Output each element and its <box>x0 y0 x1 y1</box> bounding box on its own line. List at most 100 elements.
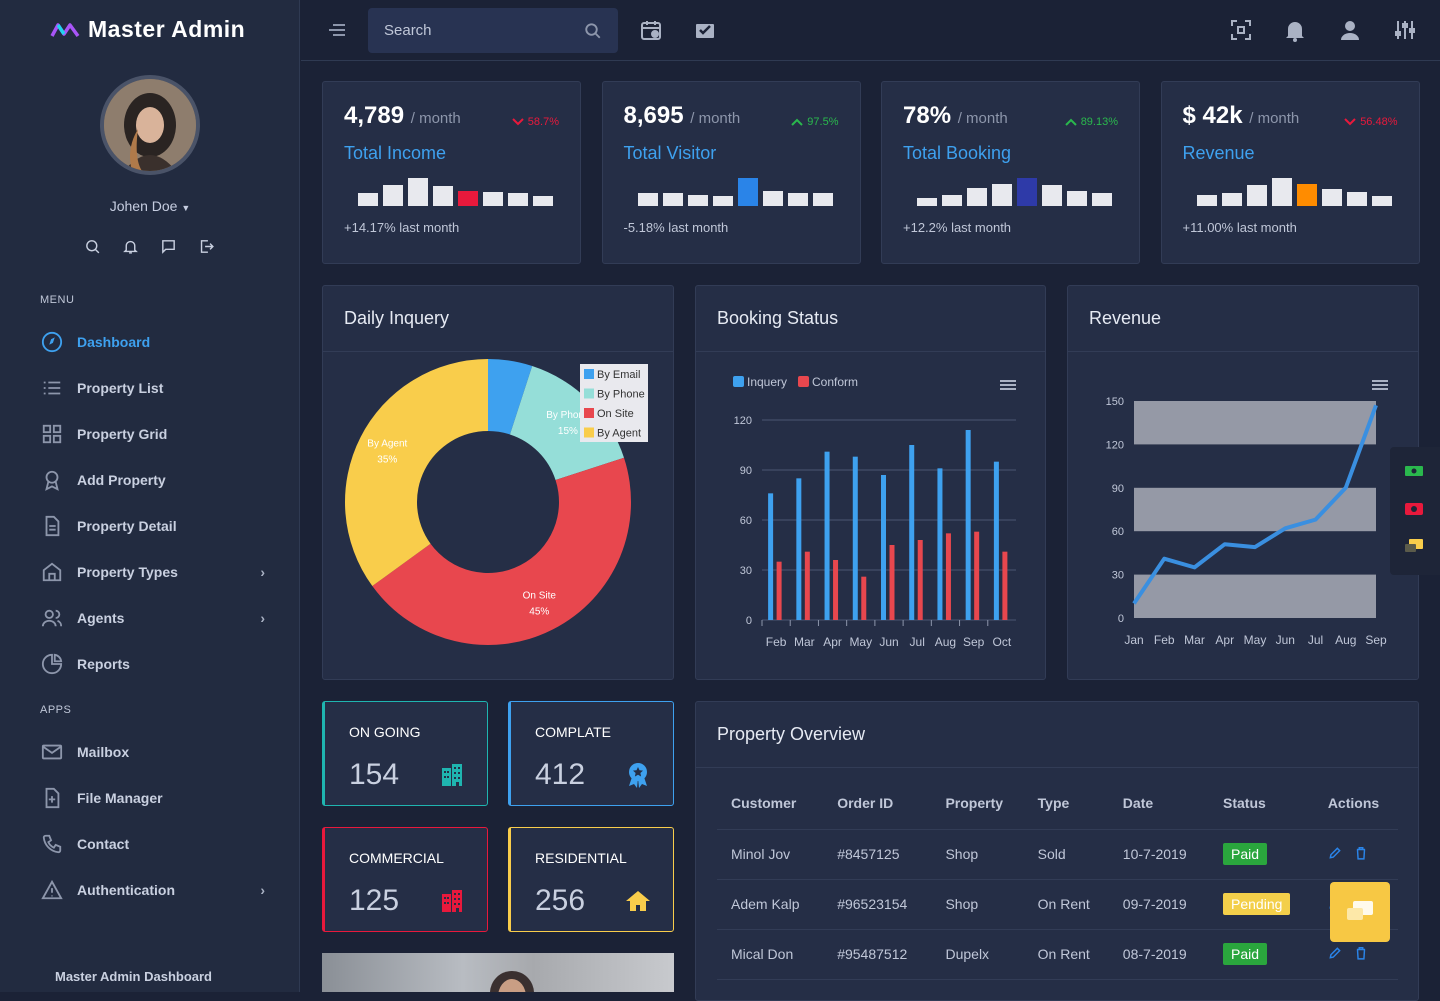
user-menu[interactable]: Johen Doe ▼ <box>0 198 300 214</box>
spark-bar <box>1271 178 1292 206</box>
mail-check-icon[interactable] <box>693 18 717 42</box>
fullscreen-icon[interactable] <box>1229 18 1253 42</box>
x-tick-label: Jun <box>879 635 898 649</box>
daily-inquery-panel: Daily Inquery By Phone 15% On Site 45% By Ag… <box>322 285 674 680</box>
column-header[interactable]: Status <box>1209 777 1314 830</box>
stat-sparkbars <box>637 178 833 206</box>
chevron-right-icon: › <box>260 882 265 898</box>
chat-icon[interactable] <box>1404 538 1424 554</box>
delete-icon[interactable] <box>1354 946 1368 960</box>
column-header[interactable]: Order ID <box>823 777 932 830</box>
calendar-icon[interactable] <box>639 18 663 42</box>
spark-bar <box>1017 178 1037 206</box>
notification-bell-icon[interactable] <box>1283 18 1307 42</box>
table-row[interactable]: Mical Don #95487512 Dupelx On Rent 08-7-2019… <box>717 929 1398 980</box>
stat-label: Total Booking <box>903 143 1012 163</box>
settings-sliders-icon[interactable] <box>1393 18 1417 42</box>
table-row[interactable]: Minol Jov #8457125 Shop Sold 10-7-2019 Paid <box>717 829 1398 880</box>
file-plus-icon <box>40 787 63 810</box>
sidebar-item-mailbox[interactable]: Mailbox <box>40 737 265 767</box>
user-icon[interactable] <box>1338 18 1362 42</box>
edit-icon[interactable] <box>1328 846 1342 860</box>
compass-icon <box>40 331 63 354</box>
column-header[interactable]: Date <box>1108 777 1210 830</box>
award-badge-icon <box>625 762 651 788</box>
sidebar-item-file-manager[interactable]: File Manager <box>40 783 265 813</box>
sidebar-item-property-detail[interactable]: Property Detail <box>40 511 265 541</box>
chevron-up-icon <box>1064 118 1077 126</box>
column-header[interactable]: Property <box>931 777 1024 830</box>
brand-name: Master Admin <box>88 16 246 42</box>
spark-bar <box>942 195 962 206</box>
chevron-down-icon <box>1344 118 1356 126</box>
column-header[interactable]: Actions <box>1313 777 1398 830</box>
sidebar-item-agents[interactable]: Agents › <box>40 603 265 633</box>
chevron-down-icon <box>512 118 524 126</box>
column-header[interactable]: Customer <box>717 777 824 830</box>
award-icon <box>40 469 63 492</box>
search-icon[interactable] <box>84 238 101 255</box>
pie-slice <box>345 359 488 587</box>
bar <box>861 576 867 620</box>
x-tick-label: Mar <box>1184 633 1205 647</box>
message-icon[interactable] <box>160 238 177 255</box>
stat-label: Revenue <box>1182 143 1255 163</box>
bar <box>852 456 858 620</box>
sidebar-item-property-types[interactable]: Property Types › <box>40 557 265 587</box>
chart-band <box>1134 401 1376 445</box>
edit-icon[interactable] <box>1328 946 1342 960</box>
legend-swatch <box>733 376 744 387</box>
logout-icon[interactable] <box>198 238 215 255</box>
x-tick-label: Aug <box>1335 633 1356 647</box>
search-input[interactable] <box>384 22 584 39</box>
user-name: Johen Doe <box>109 198 178 214</box>
bar <box>909 445 915 620</box>
delete-icon[interactable] <box>1354 846 1368 860</box>
legend-swatch <box>584 388 594 399</box>
revenue-panel: Revenue 0 30 60 90 120 150 Jan Feb Mar Apr May Jun J… <box>1067 285 1419 680</box>
mini-stat-card: RESIDENTIAL 256 <box>508 827 674 932</box>
y-tick-label: 30 <box>740 565 752 577</box>
property-table: Customer Order ID Property Type Date Status Ac… <box>717 777 1398 980</box>
image-icon[interactable] <box>1404 501 1424 517</box>
cash-icon[interactable] <box>1404 463 1424 479</box>
mini-title: COMMERCIAL <box>349 850 444 866</box>
cell-order: #8457125 <box>823 829 932 880</box>
x-tick-label: Aug <box>935 635 956 649</box>
sidebar-item-dashboard[interactable]: Dashboard <box>40 327 265 357</box>
sidebar-item-contact[interactable]: Contact <box>40 829 265 859</box>
sidebar-item-reports[interactable]: Reports <box>40 649 265 679</box>
slice-value-label: 35% <box>377 455 397 466</box>
legend-entry: By Phone <box>597 389 645 401</box>
search-icon[interactable] <box>584 22 602 40</box>
spark-bar <box>533 196 553 206</box>
sidebar-item-property-list[interactable]: Property List <box>40 373 265 403</box>
legend-swatch <box>798 376 809 387</box>
bell-icon[interactable] <box>122 238 139 255</box>
spark-bar <box>1196 195 1217 206</box>
spark-bar <box>383 185 403 206</box>
legend-entry: By Agent <box>597 428 641 440</box>
spark-bar <box>1296 184 1317 206</box>
chat-fab-button[interactable] <box>1330 882 1390 942</box>
chart-band <box>1134 574 1376 618</box>
menu-toggle-icon[interactable] <box>325 18 349 42</box>
panel-title: Booking Status <box>717 308 839 328</box>
table-row[interactable]: Adem Kalp #96523154 Shop On Rent 09-7-2019 Pe… <box>717 879 1398 930</box>
sidebar-item-property-grid[interactable]: Property Grid <box>40 419 265 449</box>
sidebar-item-authentication[interactable]: Authentication › <box>40 875 265 905</box>
sidebar-item-label: Property List <box>77 380 164 396</box>
bar <box>804 551 810 620</box>
sidebar-item-add-property[interactable]: Add Property <box>40 465 265 495</box>
avatar[interactable] <box>100 75 200 175</box>
legend-swatch <box>584 369 594 379</box>
sidebar-item-label: Contact <box>77 836 130 852</box>
column-header[interactable]: Type <box>1023 777 1109 830</box>
stat-card: 8,695 / month 97.5% Total Visitor -5.18% la… <box>601 81 861 264</box>
spark-bar <box>1246 185 1267 206</box>
x-tick-label: Sep <box>963 635 985 649</box>
y-tick-label: 120 <box>1106 439 1124 451</box>
sidebar-item-label: Reports <box>77 656 130 672</box>
cell-property: Shop <box>931 879 1024 930</box>
brand[interactable]: Master Admin <box>50 16 245 43</box>
